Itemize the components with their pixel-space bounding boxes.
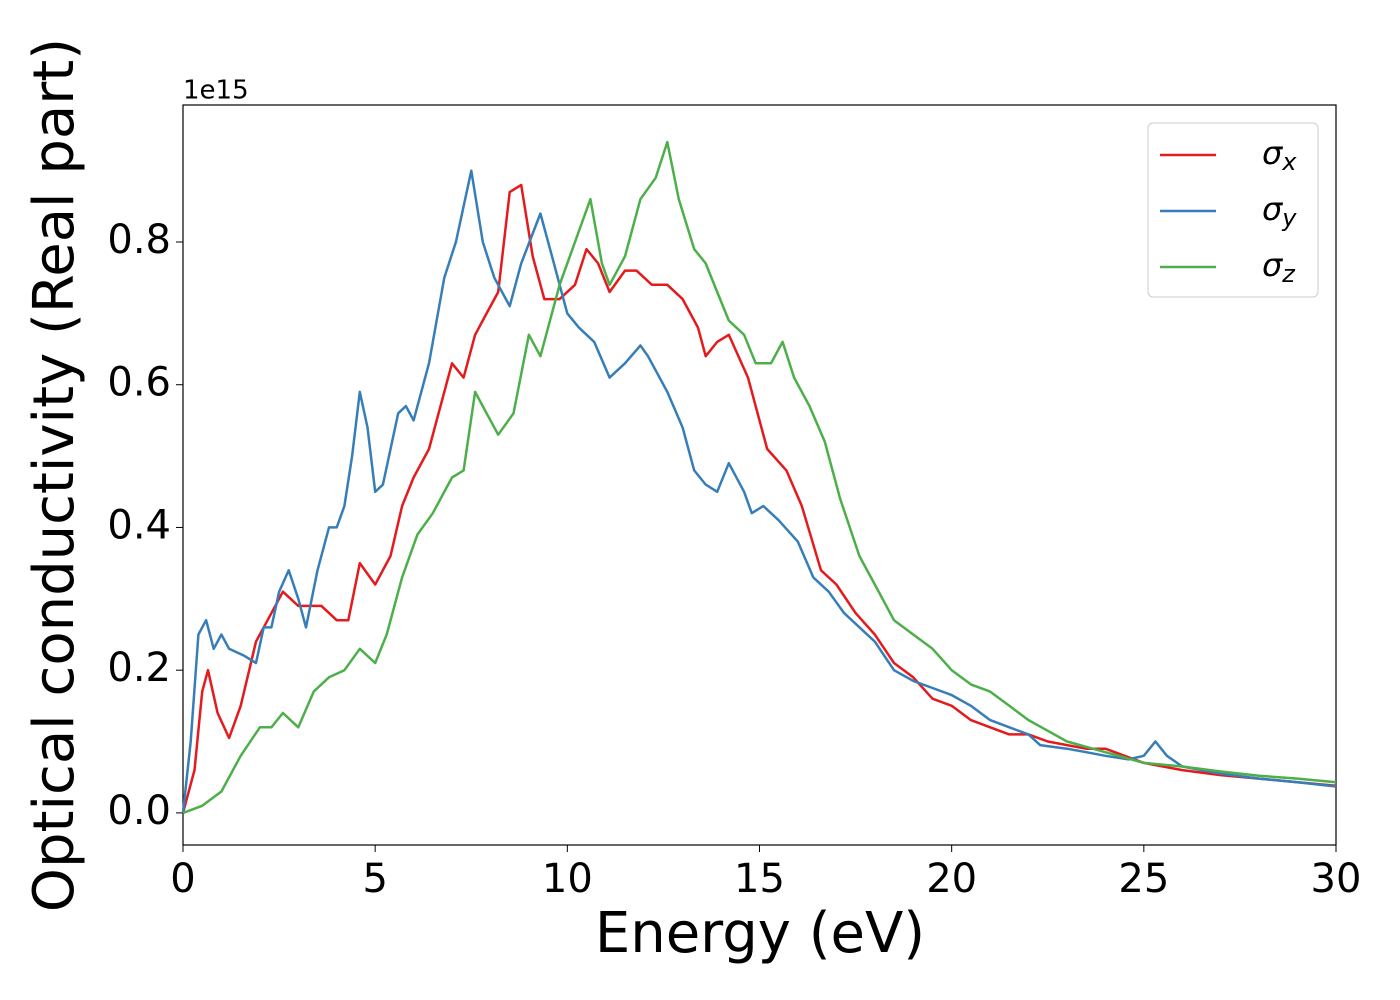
- series-line: [181, 169, 1337, 814]
- y-axis-label: Optical conductivity (Real part): [22, 38, 87, 912]
- y-tick-label: 0.0: [107, 788, 171, 834]
- y-tick-label: 0.6: [107, 360, 171, 406]
- x-tick-label: 0: [170, 856, 195, 902]
- series-line: [182, 140, 1337, 815]
- legend-label: σz: [1262, 246, 1296, 288]
- x-tick-label: 15: [734, 856, 785, 902]
- y-tick-label: 0.2: [107, 645, 171, 691]
- x-tick-label: 10: [542, 856, 593, 902]
- x-tick-label: 25: [1118, 856, 1169, 902]
- legend-label: σy: [1262, 190, 1297, 232]
- x-tick-label: 30: [1311, 856, 1362, 902]
- legend-box: [1147, 122, 1319, 298]
- y-offset-label: 1e15: [183, 76, 249, 106]
- y-tick-label: 0.4: [107, 502, 171, 548]
- x-tick-label: 5: [362, 856, 387, 902]
- x-tick-label: 20: [926, 856, 977, 902]
- series-line: [181, 183, 1337, 814]
- x-axis-label: Energy (eV): [595, 901, 925, 966]
- y-tick-label: 0.8: [107, 217, 171, 263]
- legend-label: σx: [1262, 134, 1297, 176]
